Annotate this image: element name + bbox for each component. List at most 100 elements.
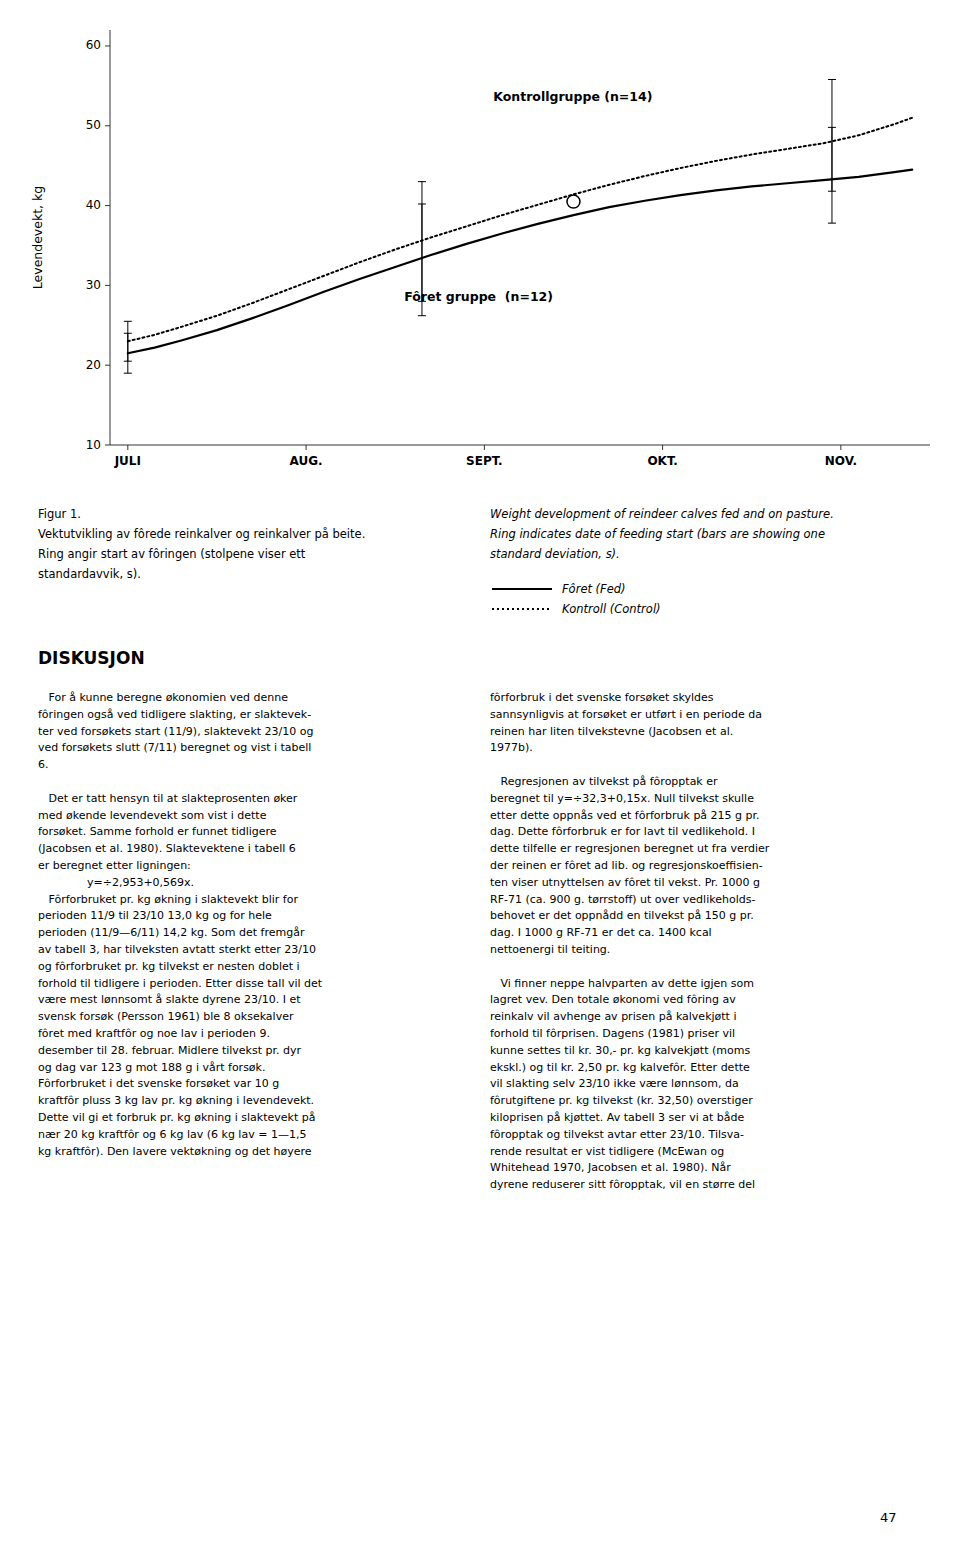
- x-tick: [662, 445, 663, 450]
- y-tick-label: 20: [86, 358, 101, 372]
- body-line: forhold til tidligere i perioden. Etter …: [38, 976, 322, 993]
- body-line: ter ved forsøkets start (11/9), slakteve…: [38, 724, 313, 741]
- y-tick-label: 30: [86, 278, 101, 292]
- legend-symbol: [492, 588, 552, 590]
- x-axis: [110, 445, 930, 446]
- y-axis-label: Levendevekt, kg: [30, 186, 45, 289]
- body-line: Fôrforbruket pr. kg økning i slaktevekt …: [38, 892, 298, 909]
- body-line: fôropptak og tilvekst avtar etter 23/10.…: [490, 1127, 744, 1144]
- body-line: kunne settes til kr. 30,- pr. kg kalvekj…: [490, 1043, 750, 1060]
- body-line: er beregnet etter ligningen:: [38, 858, 191, 875]
- body-line: nær 20 kg kraftfôr og 6 kg lav (6 kg lav…: [38, 1127, 306, 1144]
- body-line: kiloprisen på kjøttet. Av tabell 3 ser v…: [490, 1110, 744, 1127]
- body-line: kraftfôr pluss 3 kg lav pr. kg økning i …: [38, 1093, 314, 1110]
- body-line: nettoenergi til teiting.: [490, 942, 610, 959]
- body-line: ved forsøkets slutt (7/11) beregnet og v…: [38, 740, 311, 757]
- body-line: behovet er det oppnådd en tilvekst på 15…: [490, 908, 754, 925]
- body-line: For å kunne beregne økonomien ved denne: [38, 690, 288, 707]
- legend-symbols: [490, 579, 560, 623]
- x-tick-label: SEPT.: [466, 454, 503, 468]
- body-line: med økende levendevekt som vist i dette: [38, 808, 266, 825]
- x-tick-label: NOV.: [825, 454, 857, 468]
- body-line: forsøket. Samme forhold er funnet tidlig…: [38, 824, 277, 841]
- body-line: være mest lønnsomt å slakte dyrene 23/10…: [38, 992, 301, 1009]
- body-line: ten viser utnyttelsen av fôret til vekst…: [490, 875, 760, 892]
- y-tick: [105, 365, 110, 366]
- body-line: dag. Dette fôrforbruk er for lavt til ve…: [490, 824, 755, 841]
- body-line: reinen har liten tilvekstevne (Jacobsen …: [490, 724, 733, 741]
- body-line: 6.: [38, 757, 49, 774]
- body-line: Det er tatt hensyn til at slakteprosente…: [38, 791, 297, 808]
- page-number: 47: [880, 1510, 897, 1525]
- caption-line-en: standard deviation, s).: [490, 545, 620, 564]
- body-line: fôringen også ved tidligere slakting, er…: [38, 707, 311, 724]
- caption-line-en: Weight development of reindeer calves fe…: [490, 505, 834, 524]
- body-line: y=÷2,953+0,569x.: [38, 875, 194, 892]
- y-tick-label: 40: [86, 198, 101, 212]
- body-line: fôrutgiftene pr. kg tilvekst (kr. 32,50)…: [490, 1093, 753, 1110]
- x-tick-label: JULI: [114, 454, 141, 468]
- body-line: fôrforbruk i det svenske forsøket skylde…: [490, 690, 714, 707]
- body-line: dag. I 1000 g RF-71 er det ca. 1400 kcal: [490, 925, 712, 942]
- body-line: (Jacobsen et al. 1980). Slaktevektene i …: [38, 841, 296, 858]
- body-line: sannsynligvis at forsøket er utført i en…: [490, 707, 762, 724]
- body-line: etter dette oppnås ved et fôrforbruk på …: [490, 808, 760, 825]
- body-line: rende resultat er vist tidligere (McEwan…: [490, 1144, 724, 1161]
- feeding-start-ring: [567, 195, 580, 208]
- x-tick: [127, 445, 128, 450]
- body-line: Fôrforbruket i det svenske forsøket var …: [38, 1076, 279, 1093]
- caption-line: Ring angir start av fôringen (stolpene v…: [38, 545, 305, 564]
- y-tick: [105, 125, 110, 126]
- body-line: reinkalv vil avhenge av prisen på kalvek…: [490, 1009, 736, 1026]
- y-tick: [105, 45, 110, 46]
- y-tick-label: 10: [86, 438, 101, 452]
- body-line: beregnet til y=÷32,3+0,15x. Null tilveks…: [490, 791, 754, 808]
- plot-marks: [124, 79, 912, 373]
- body-line: perioden 11/9 til 23/10 13,0 kg og for h…: [38, 908, 272, 925]
- body-line: svensk forsøk (Persson 1961) ble 8 oksek…: [38, 1009, 293, 1026]
- legend-symbol: [492, 608, 552, 610]
- y-tick-label: 50: [86, 118, 101, 132]
- body-line: Dette vil gi et forbruk pr. kg økning i …: [38, 1110, 315, 1127]
- body-line: RF-71 (ca. 900 g. tørrstoff) ut over ved…: [490, 892, 755, 909]
- y-tick-label: 60: [86, 38, 101, 52]
- caption-line: Vektutvikling av fôrede reinkalver og re…: [38, 525, 365, 544]
- x-tick: [306, 445, 307, 450]
- chart: 102030405060JULIAUG.SEPT.OKT.NOV.Levende…: [0, 0, 960, 490]
- body-line: perioden (11/9—6/11) 14,2 kg. Som det fr…: [38, 925, 304, 942]
- caption-line-en: Ring indicates date of feeding start (ba…: [490, 525, 825, 544]
- x-tick: [484, 445, 485, 450]
- body-line: kg kraftfôr). Den lavere vektøkning og d…: [38, 1144, 312, 1161]
- body-line: desember til 28. februar. Midlere tilvek…: [38, 1043, 301, 1060]
- annotation: Kontrollgruppe (n=14): [493, 89, 652, 104]
- body-line: dette tilfelle er regresjonen beregnet u…: [490, 841, 769, 858]
- body-line: Whitehead 1970, Jacobsen et al. 1980). N…: [490, 1160, 731, 1177]
- body-line: dyrene reduserer sitt fôropptak, vil en …: [490, 1177, 755, 1194]
- caption-number: Figur 1.: [38, 505, 81, 524]
- heading: DISKUSJON: [38, 648, 145, 668]
- x-tick: [840, 445, 841, 450]
- y-tick: [105, 205, 110, 206]
- body-line: Regresjonen av tilvekst på fôropptak er: [490, 774, 718, 791]
- caption-line: standardavvik, s).: [38, 565, 141, 584]
- y-axis: [110, 30, 111, 445]
- error-bar: [124, 333, 132, 373]
- legend-entry: Kontroll (Control): [562, 599, 661, 619]
- body-line: Vi finner neppe halvparten av dette igje…: [490, 976, 754, 993]
- body-line: og dag var 123 g mot 188 g i vårt forsøk…: [38, 1060, 265, 1077]
- legend-entry: Fôret (Fed): [562, 579, 626, 599]
- body-line: vil slakting selv 23/10 ikke være lønnso…: [490, 1076, 739, 1093]
- body-line: av tabell 3, har tilveksten avtatt sterk…: [38, 942, 316, 959]
- body-line: forhold til fôrprisen. Dagens (1981) pri…: [490, 1026, 735, 1043]
- y-tick: [105, 445, 110, 446]
- x-tick-label: OKT.: [647, 454, 677, 468]
- body-line: og fôrforbruket pr. kg tilvekst er neste…: [38, 959, 300, 976]
- y-tick: [105, 285, 110, 286]
- body-line: der reinen er fôret ad lib. og regresjon…: [490, 858, 763, 875]
- body-line: ekskl.) og til kr. 2,50 pr. kg kalvefôr.…: [490, 1060, 750, 1077]
- series-line: [128, 170, 912, 354]
- error-bar: [828, 127, 836, 223]
- body-line: lagret vev. Den totale økonomi ved fôrin…: [490, 992, 736, 1009]
- body-line: fôret med kraftfôr og noe lav i perioden…: [38, 1026, 270, 1043]
- body-line: 1977b).: [490, 740, 533, 757]
